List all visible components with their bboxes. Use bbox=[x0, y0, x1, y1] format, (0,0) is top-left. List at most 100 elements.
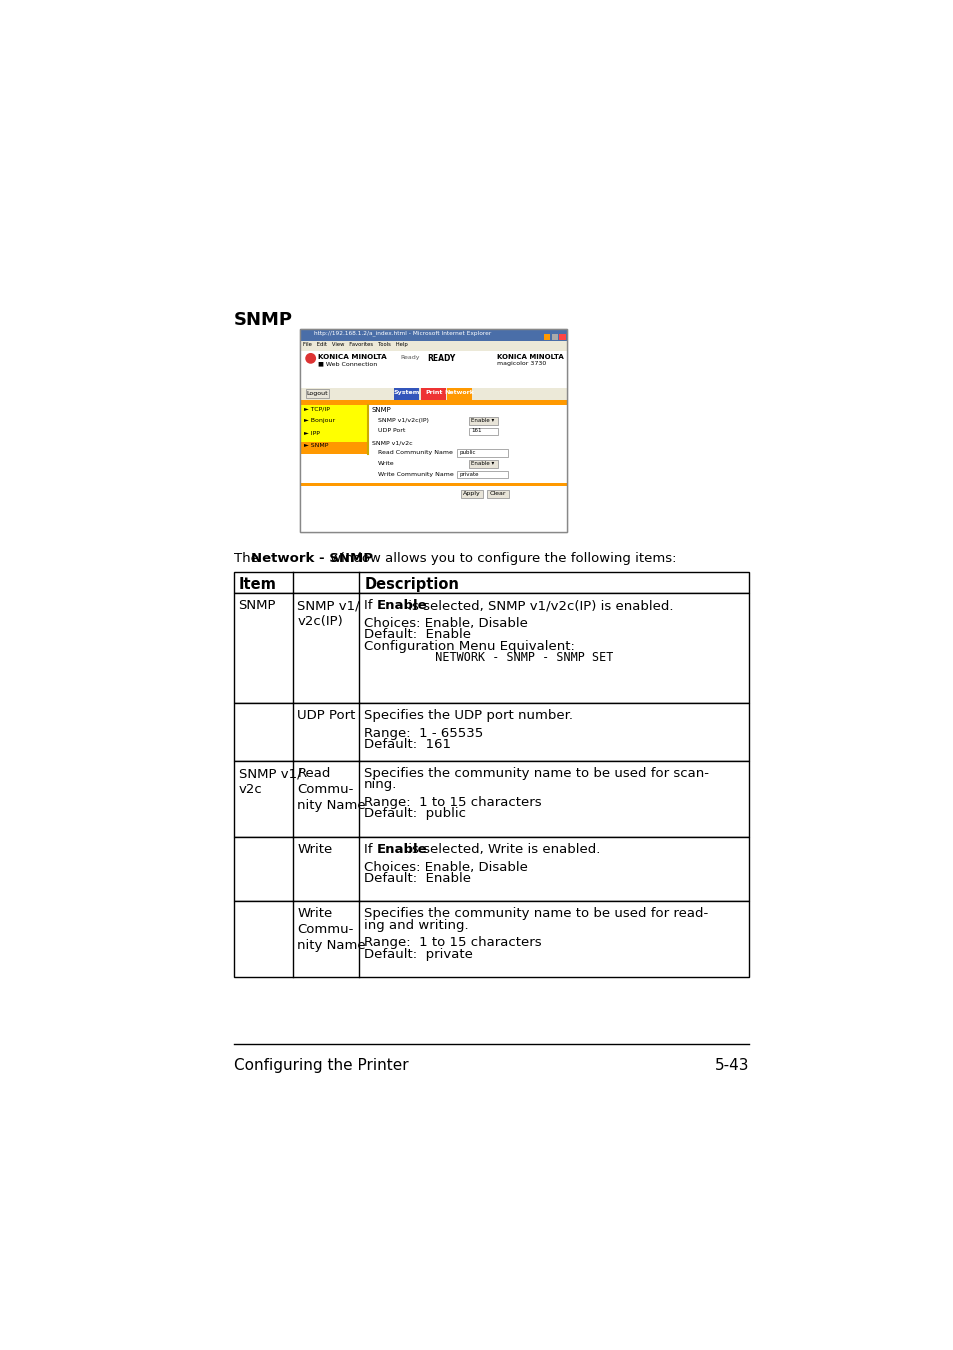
Text: window allows you to configure the following items:: window allows you to configure the follo… bbox=[326, 552, 676, 566]
Text: Read
Commu-
nity Name: Read Commu- nity Name bbox=[297, 767, 366, 813]
Text: READY: READY bbox=[427, 354, 456, 363]
Text: public: public bbox=[459, 450, 476, 455]
Text: Enable: Enable bbox=[375, 842, 427, 856]
Text: ► Bonjour: ► Bonjour bbox=[303, 418, 335, 424]
Text: is selected, SNMP v1/v2c(IP) is enabled.: is selected, SNMP v1/v2c(IP) is enabled. bbox=[403, 599, 673, 613]
Bar bbox=[299, 342, 567, 351]
Text: Clear: Clear bbox=[490, 491, 506, 495]
Bar bbox=[299, 387, 567, 400]
Text: NETWORK - SNMP - SNMP SET: NETWORK - SNMP - SNMP SET bbox=[364, 651, 613, 664]
Circle shape bbox=[305, 352, 315, 363]
Text: ► IPP: ► IPP bbox=[303, 431, 319, 436]
Text: File   Edit   View   Favorites   Tools   Help: File Edit View Favorites Tools Help bbox=[303, 342, 407, 347]
Text: SNMP: SNMP bbox=[233, 310, 293, 328]
Bar bbox=[299, 417, 368, 429]
Text: Ready: Ready bbox=[400, 355, 419, 360]
Bar bbox=[421, 387, 446, 400]
Text: Configuration Menu Equivalent:: Configuration Menu Equivalent: bbox=[364, 640, 575, 652]
Text: ► TCP/IP: ► TCP/IP bbox=[303, 406, 329, 412]
Text: Default:  public: Default: public bbox=[364, 807, 466, 821]
Text: ■ Web Connection: ■ Web Connection bbox=[317, 362, 376, 366]
Bar bbox=[233, 571, 748, 593]
Bar bbox=[468, 460, 497, 467]
Text: Default:  161: Default: 161 bbox=[364, 737, 451, 751]
Text: If: If bbox=[364, 599, 376, 613]
Bar bbox=[456, 450, 507, 456]
Bar bbox=[468, 428, 497, 435]
Text: Read Community Name: Read Community Name bbox=[377, 450, 453, 455]
Bar bbox=[447, 387, 472, 400]
Bar bbox=[543, 333, 550, 340]
Text: ning.: ning. bbox=[364, 779, 397, 791]
Text: Description: Description bbox=[364, 576, 458, 593]
Text: Range:  1 to 15 characters: Range: 1 to 15 characters bbox=[364, 937, 541, 949]
Text: Specifies the community name to be used for read-: Specifies the community name to be used … bbox=[364, 907, 708, 921]
Bar bbox=[460, 490, 482, 498]
Text: SNMP: SNMP bbox=[372, 406, 392, 413]
Text: is selected, Write is enabled.: is selected, Write is enabled. bbox=[403, 842, 599, 856]
Bar bbox=[456, 471, 507, 478]
Text: SNMP: SNMP bbox=[238, 599, 275, 613]
Text: Write
Commu-
nity Name: Write Commu- nity Name bbox=[297, 907, 366, 952]
Bar bbox=[299, 429, 368, 441]
Text: Logout: Logout bbox=[307, 390, 328, 396]
Bar bbox=[299, 329, 567, 342]
Bar bbox=[394, 387, 418, 400]
Text: ing and writing.: ing and writing. bbox=[364, 918, 468, 932]
Bar bbox=[299, 329, 567, 532]
Text: Enable ▾: Enable ▾ bbox=[471, 417, 494, 423]
Bar bbox=[299, 400, 567, 405]
Bar bbox=[299, 441, 368, 454]
Text: Write: Write bbox=[377, 460, 395, 466]
Bar bbox=[299, 351, 567, 532]
Text: Apply: Apply bbox=[462, 491, 480, 495]
Text: Write: Write bbox=[297, 842, 333, 856]
Bar bbox=[233, 761, 748, 837]
Text: Specifies the community name to be used for scan-: Specifies the community name to be used … bbox=[364, 767, 708, 780]
Bar bbox=[551, 333, 558, 340]
Text: Network: Network bbox=[444, 390, 474, 396]
Text: Default:  Enable: Default: Enable bbox=[364, 628, 471, 641]
Text: System: System bbox=[394, 390, 419, 396]
Text: 161: 161 bbox=[471, 428, 481, 433]
Text: http://192.168.1.2/a_index.html - Microsoft Internet Explorer: http://192.168.1.2/a_index.html - Micros… bbox=[314, 329, 491, 336]
Text: Write Community Name: Write Community Name bbox=[377, 471, 454, 477]
Text: Choices: Enable, Disable: Choices: Enable, Disable bbox=[364, 860, 527, 873]
Text: SNMP v1/
v2c: SNMP v1/ v2c bbox=[238, 767, 301, 796]
Text: Range:  1 to 15 characters: Range: 1 to 15 characters bbox=[364, 796, 541, 809]
Bar bbox=[233, 902, 748, 976]
Bar bbox=[299, 329, 567, 532]
Bar bbox=[487, 490, 509, 498]
Text: Specifies the UDP port number.: Specifies the UDP port number. bbox=[364, 709, 573, 722]
Text: Default:  private: Default: private bbox=[364, 948, 473, 961]
Text: Default:  Enable: Default: Enable bbox=[364, 872, 471, 884]
Text: SNMP v1/
v2c(IP): SNMP v1/ v2c(IP) bbox=[297, 599, 359, 628]
Text: Range:  1 - 65535: Range: 1 - 65535 bbox=[364, 726, 483, 740]
Text: 5-43: 5-43 bbox=[714, 1057, 748, 1072]
Bar bbox=[233, 593, 748, 702]
Text: Configuring the Printer: Configuring the Printer bbox=[233, 1057, 408, 1072]
Text: The: The bbox=[233, 552, 263, 566]
Text: magicolor 3730: magicolor 3730 bbox=[497, 362, 546, 366]
Text: Enable ▾: Enable ▾ bbox=[471, 460, 494, 466]
Text: KONICA MINOLTA: KONICA MINOLTA bbox=[317, 354, 386, 359]
Text: Print: Print bbox=[425, 390, 442, 396]
Bar bbox=[306, 389, 329, 398]
Bar bbox=[299, 483, 567, 486]
Bar bbox=[233, 837, 748, 902]
Text: Item: Item bbox=[238, 576, 276, 593]
Bar bbox=[468, 417, 497, 424]
Bar bbox=[299, 405, 368, 417]
Text: UDP Port: UDP Port bbox=[297, 709, 355, 722]
Text: private: private bbox=[459, 471, 478, 477]
Text: KONICA MINOLTA: KONICA MINOLTA bbox=[497, 354, 563, 359]
Text: Choices: Enable, Disable: Choices: Enable, Disable bbox=[364, 617, 527, 630]
Bar bbox=[558, 333, 565, 340]
Text: SNMP v1/v2c(IP): SNMP v1/v2c(IP) bbox=[377, 417, 429, 423]
Text: SNMP v1/v2c: SNMP v1/v2c bbox=[372, 440, 412, 446]
Text: UDP Port: UDP Port bbox=[377, 428, 405, 433]
Text: If: If bbox=[364, 842, 376, 856]
Text: Network - SNMP: Network - SNMP bbox=[251, 552, 373, 566]
Text: Enable: Enable bbox=[375, 599, 427, 613]
Bar bbox=[233, 702, 748, 761]
